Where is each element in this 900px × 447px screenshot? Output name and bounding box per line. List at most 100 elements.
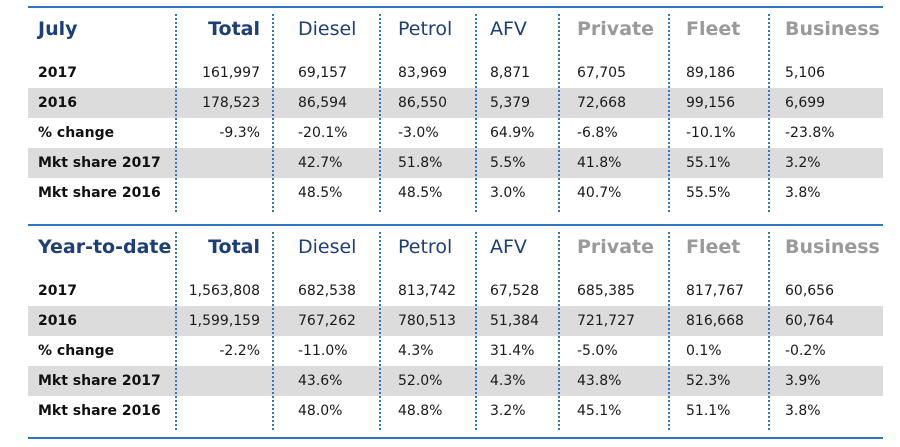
july-cell-afv: 8,871 bbox=[490, 65, 531, 81]
july-col-header-private: Private bbox=[577, 18, 654, 40]
year-to-date-row-mkt-share-2017: Mkt share 2017 43.6% 52.0% 4.3% 43.8% 52.3% 3.… bbox=[28, 366, 883, 396]
year-to-date-cell-total bbox=[168, 366, 260, 396]
year-to-date-cell-diesel: 43.6% bbox=[298, 373, 343, 389]
july-column-divider-2 bbox=[272, 14, 274, 212]
july-col-header-afv: AFV bbox=[490, 18, 527, 40]
july-cell-diesel: 42.7% bbox=[298, 155, 343, 171]
year-to-date-cell-diesel: 767,262 bbox=[298, 313, 356, 329]
year-to-date-row-mkt-share-2016: Mkt share 2016 48.0% 48.8% 3.2% 45.1% 51.1% 3.… bbox=[28, 396, 883, 426]
year-to-date-cell-business: 3.9% bbox=[785, 373, 821, 389]
year-to-date-column-divider-3 bbox=[379, 232, 381, 430]
year-to-date-cell-total: 1,563,808 bbox=[188, 283, 260, 299]
july-cell-fleet: 89,186 bbox=[686, 65, 735, 81]
year-to-date-column-divider-7 bbox=[768, 232, 770, 430]
year-to-date-row-2016: 2016 1,599,159 767,262 780,513 51,384 721,727… bbox=[28, 306, 883, 336]
year-to-date-col-header-diesel: Diesel bbox=[298, 236, 357, 258]
july-cell-afv: 64.9% bbox=[490, 125, 535, 141]
july-column-divider-1 bbox=[175, 14, 177, 212]
july-cell-business: 6,699 bbox=[785, 95, 826, 111]
year-to-date-cell-private: -5.0% bbox=[577, 343, 618, 359]
year-to-date-cell-petrol: 813,742 bbox=[398, 283, 456, 299]
july-cell-petrol: 86,550 bbox=[398, 95, 447, 111]
year-to-date-column-divider-4 bbox=[475, 232, 477, 430]
year-to-date-column-divider-5 bbox=[558, 232, 560, 430]
year-to-date-cell-petrol: 52.0% bbox=[398, 373, 443, 389]
year-to-date-col-header-business: Business bbox=[785, 236, 880, 258]
year-to-date-cell-fleet: 51.1% bbox=[686, 403, 731, 419]
july-cell-private: 41.8% bbox=[577, 155, 622, 171]
year-to-date-row-change: % change -2.2% -11.0% 4.3% 31.4% -5.0% 0.1% -0.… bbox=[28, 336, 883, 366]
year-to-date-row-2017: 2017 1,563,808 682,538 813,742 67,528 685,385… bbox=[28, 276, 883, 306]
july-column-divider-4 bbox=[475, 14, 477, 212]
july-cell-diesel: 48.5% bbox=[298, 185, 343, 201]
july-cell-private: -6.8% bbox=[577, 125, 618, 141]
year-to-date-cell-petrol: 780,513 bbox=[398, 313, 456, 329]
july-column-divider-7 bbox=[768, 14, 770, 212]
july-cell-petrol: 48.5% bbox=[398, 185, 443, 201]
year-to-date-cell-fleet: 0.1% bbox=[686, 343, 722, 359]
july-cell-business: 3.2% bbox=[785, 155, 821, 171]
year-to-date-cell-business: 3.8% bbox=[785, 403, 821, 419]
july-row-label: 2016 bbox=[38, 95, 77, 111]
year-to-date-cell-private: 45.1% bbox=[577, 403, 622, 419]
year-to-date-row-label: Mkt share 2016 bbox=[38, 403, 161, 419]
year-to-date-row-label: 2016 bbox=[38, 313, 77, 329]
year-to-date-cell-petrol: 48.8% bbox=[398, 403, 443, 419]
year-to-date-cell-petrol: 4.3% bbox=[398, 343, 434, 359]
july-row-label: % change bbox=[38, 125, 115, 141]
year-to-date-cell-diesel: 682,538 bbox=[298, 283, 356, 299]
july-cell-petrol: 83,969 bbox=[398, 65, 447, 81]
july-col-header-diesel: Diesel bbox=[298, 18, 357, 40]
july-table: July Total Diesel Petrol AFV Private Fleet Busi… bbox=[28, 10, 883, 212]
july-header-row: July Total Diesel Petrol AFV Private Fleet Busi… bbox=[28, 10, 883, 48]
year-to-date-cell-afv: 4.3% bbox=[490, 373, 526, 389]
july-cell-diesel: 86,594 bbox=[298, 95, 347, 111]
year-to-date-spacer bbox=[28, 266, 883, 276]
year-to-date-cell-business: 60,764 bbox=[785, 313, 834, 329]
july-cell-diesel: -20.1% bbox=[298, 125, 348, 141]
july-row-change: % change -9.3% -20.1% -3.0% 64.9% -6.8% -10.1%… bbox=[28, 118, 883, 148]
july-cell-private: 67,705 bbox=[577, 65, 626, 81]
year-to-date-cell-total bbox=[168, 396, 260, 426]
year-to-date-col-header-total: Total bbox=[208, 236, 260, 258]
july-cell-fleet: 55.1% bbox=[686, 155, 731, 171]
july-row-2017: 2017 161,997 69,157 83,969 8,871 67,705 89,186… bbox=[28, 58, 883, 88]
july-row-2016: 2016 178,523 86,594 86,550 5,379 72,668 99,156… bbox=[28, 88, 883, 118]
july-cell-petrol: 51.8% bbox=[398, 155, 443, 171]
july-cell-total: 178,523 bbox=[202, 95, 260, 111]
year-to-date-cell-afv: 3.2% bbox=[490, 403, 526, 419]
year-to-date-title: Year-to-date bbox=[38, 236, 172, 258]
year-to-date-column-divider-1 bbox=[175, 232, 177, 430]
july-cell-fleet: -10.1% bbox=[686, 125, 736, 141]
july-cell-fleet: 55.5% bbox=[686, 185, 731, 201]
july-cell-private: 40.7% bbox=[577, 185, 622, 201]
top-rule bbox=[28, 6, 883, 8]
july-column-divider-5 bbox=[558, 14, 560, 212]
year-to-date-cell-private: 685,385 bbox=[577, 283, 635, 299]
july-cell-business: 5,106 bbox=[785, 65, 826, 81]
july-cell-total bbox=[168, 148, 260, 178]
year-to-date-row-label: 2017 bbox=[38, 283, 77, 299]
july-column-divider-6 bbox=[668, 14, 670, 212]
july-col-header-fleet: Fleet bbox=[686, 18, 741, 40]
year-to-date-col-header-afv: AFV bbox=[490, 236, 527, 258]
july-cell-afv: 5.5% bbox=[490, 155, 526, 171]
july-row-label: Mkt share 2016 bbox=[38, 185, 161, 201]
year-to-date-cell-private: 43.8% bbox=[577, 373, 622, 389]
july-cell-petrol: -3.0% bbox=[398, 125, 439, 141]
year-to-date-cell-fleet: 816,668 bbox=[686, 313, 744, 329]
july-cell-fleet: 99,156 bbox=[686, 95, 735, 111]
year-to-date-cell-fleet: 52.3% bbox=[686, 373, 731, 389]
july-col-header-business: Business bbox=[785, 18, 880, 40]
year-to-date-cell-total: 1,599,159 bbox=[188, 313, 260, 329]
year-to-date-cell-diesel: 48.0% bbox=[298, 403, 343, 419]
year-to-date-cell-afv: 67,528 bbox=[490, 283, 539, 299]
july-row-mkt-share-2017: Mkt share 2017 42.7% 51.8% 5.5% 41.8% 55.1% 3.… bbox=[28, 148, 883, 178]
july-cell-business: -23.8% bbox=[785, 125, 835, 141]
july-title: July bbox=[38, 18, 78, 40]
july-column-divider-3 bbox=[379, 14, 381, 212]
year-to-date-row-label: Mkt share 2017 bbox=[38, 373, 161, 389]
year-to-date-column-divider-2 bbox=[272, 232, 274, 430]
year-to-date-cell-afv: 31.4% bbox=[490, 343, 535, 359]
july-cell-private: 72,668 bbox=[577, 95, 626, 111]
